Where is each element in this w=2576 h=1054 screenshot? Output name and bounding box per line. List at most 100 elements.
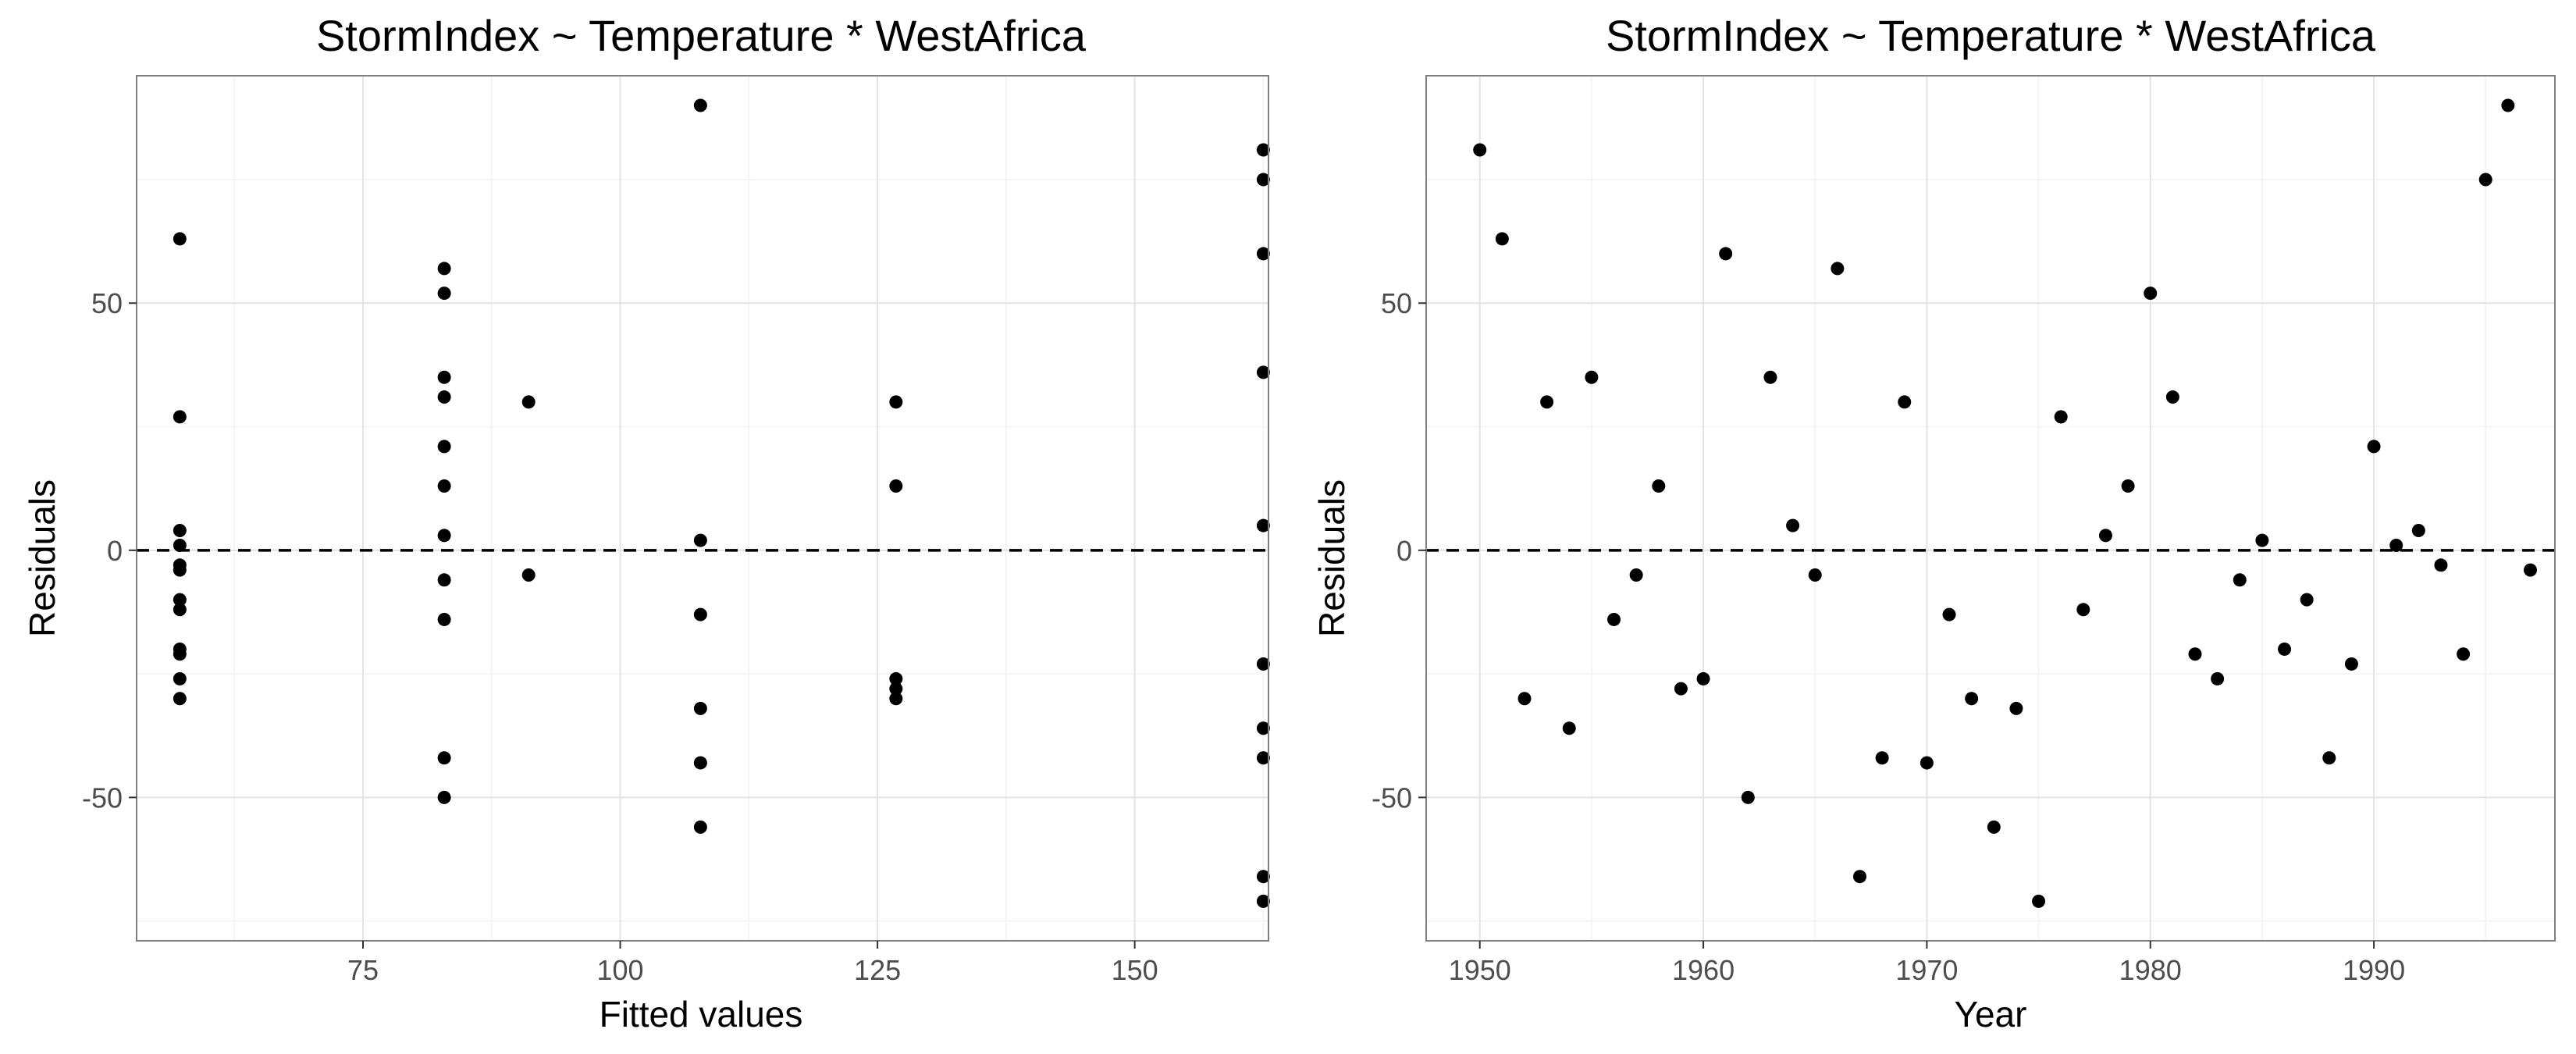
data-point xyxy=(173,603,187,617)
data-point xyxy=(2478,173,2492,187)
data-point xyxy=(889,479,903,493)
plot-area xyxy=(1425,75,2556,942)
data-point xyxy=(1852,870,1866,884)
data-point xyxy=(1719,247,1733,261)
data-point xyxy=(2233,573,2247,587)
data-point xyxy=(437,479,451,493)
data-point xyxy=(1256,751,1270,765)
y-tick-label: 0 xyxy=(107,535,123,567)
data-point xyxy=(1786,518,1800,532)
data-point xyxy=(1696,671,1710,685)
data-point xyxy=(1256,143,1270,157)
data-point xyxy=(2211,671,2225,685)
data-point xyxy=(1831,262,1845,276)
data-point xyxy=(437,390,451,404)
data-point xyxy=(2076,603,2090,617)
x-tick-label: 100 xyxy=(597,954,644,986)
data-point xyxy=(1562,721,1576,735)
x-tick-label: 1950 xyxy=(1449,954,1511,986)
data-point xyxy=(1540,395,1554,409)
data-point xyxy=(2457,647,2471,661)
data-point xyxy=(173,410,187,424)
x-tick-label: 1960 xyxy=(1672,954,1735,986)
data-point xyxy=(2367,440,2381,454)
data-point xyxy=(1763,370,1777,384)
panel-title: StormIndex ~ Temperature * WestAfrica xyxy=(316,11,1087,60)
data-point xyxy=(173,692,187,706)
data-point xyxy=(437,262,451,276)
panel-border xyxy=(136,75,1269,942)
data-point xyxy=(173,538,187,552)
x-tick-label: 150 xyxy=(1112,954,1158,986)
data-point xyxy=(693,607,707,621)
data-point xyxy=(2165,390,2179,404)
data-point xyxy=(2188,647,2202,661)
data-point xyxy=(2121,479,2135,493)
data-point xyxy=(1256,173,1270,187)
data-point xyxy=(1741,790,1755,804)
data-point xyxy=(2054,410,2068,424)
data-point xyxy=(1256,894,1270,908)
data-point xyxy=(1256,365,1270,379)
x-axis-title: Year xyxy=(1955,994,2027,1034)
data-point xyxy=(521,395,535,409)
data-point xyxy=(889,682,903,696)
y-tick-label: 0 xyxy=(1397,535,1412,567)
data-point xyxy=(2300,593,2314,607)
panel-border xyxy=(1425,75,2556,942)
data-point xyxy=(1920,756,1934,770)
data-point xyxy=(1256,870,1270,884)
data-point xyxy=(1898,395,1912,409)
data-point xyxy=(173,647,187,661)
data-point xyxy=(889,671,903,685)
y-tick-label: 50 xyxy=(1381,287,1412,319)
data-point xyxy=(693,820,707,834)
data-point xyxy=(2501,98,2515,112)
data-point xyxy=(437,790,451,804)
data-point xyxy=(173,593,187,607)
data-point xyxy=(693,98,707,112)
data-point xyxy=(1808,568,1822,582)
data-point xyxy=(889,395,903,409)
data-point xyxy=(2344,657,2358,671)
data-point xyxy=(2144,287,2158,301)
data-point xyxy=(2389,538,2403,552)
data-point xyxy=(437,287,451,301)
data-point xyxy=(1473,143,1487,157)
data-point xyxy=(2524,563,2538,577)
data-point xyxy=(1674,682,1688,696)
data-point xyxy=(1256,518,1270,532)
data-point xyxy=(2098,529,2112,543)
data-point xyxy=(2322,751,2336,765)
data-point xyxy=(1607,612,1621,626)
data-point xyxy=(1942,607,1956,621)
fitted-values-panel: StormIndex ~ Temperature * WestAfrica Fi… xyxy=(22,11,1270,1034)
data-point xyxy=(173,671,187,685)
data-point xyxy=(437,370,451,384)
data-point xyxy=(2278,642,2292,656)
x-tick-label: 1990 xyxy=(2343,954,2405,986)
y-tick-label: 50 xyxy=(91,287,123,319)
year-panel: StormIndex ~ Temperature * WestAfrica Ye… xyxy=(1311,11,2556,1034)
y-axis-title: Residuals xyxy=(22,479,62,637)
data-point xyxy=(437,612,451,626)
data-point xyxy=(437,751,451,765)
data-point xyxy=(437,529,451,543)
data-point xyxy=(173,232,187,246)
data-point xyxy=(1875,751,1889,765)
x-tick-label: 1970 xyxy=(1895,954,1958,986)
plot-background xyxy=(1426,76,2555,941)
data-point xyxy=(693,533,707,547)
y-tick-label: -50 xyxy=(1372,782,1412,814)
data-point xyxy=(437,440,451,454)
x-axis-title: Fitted values xyxy=(600,994,803,1034)
data-point xyxy=(1517,692,1532,706)
data-point xyxy=(1987,820,2001,834)
data-point xyxy=(1965,692,1979,706)
data-point xyxy=(1256,247,1270,261)
data-point xyxy=(1256,721,1270,735)
data-point xyxy=(2434,558,2448,572)
data-point xyxy=(521,568,535,582)
data-point xyxy=(2411,523,2425,537)
